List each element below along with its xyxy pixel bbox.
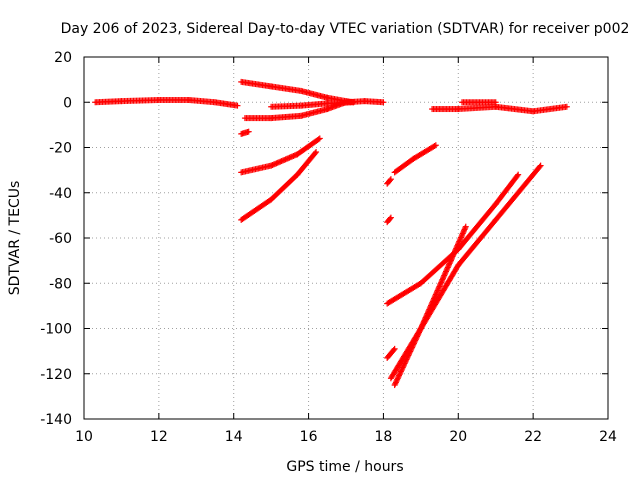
x-axis-label: GPS time / hours xyxy=(286,459,403,475)
x-tick-label: 22 xyxy=(524,429,542,445)
series-arc-16 xyxy=(429,103,570,115)
y-tick-label: -120 xyxy=(40,367,72,383)
y-tick-label: -20 xyxy=(49,141,72,157)
series-arc-7 xyxy=(238,135,323,176)
series-arc-4 xyxy=(268,99,357,110)
y-tick-label: -100 xyxy=(40,322,72,338)
data-series xyxy=(92,78,570,389)
series-arc-13 xyxy=(384,171,522,307)
series-arc-1 xyxy=(92,96,241,109)
series-arc-6 xyxy=(238,128,252,137)
axis-ticks: 10 12 14 16 18 20 22 24 20 0 -20 -40 -60 -80 -100 -120 -… xyxy=(40,50,617,445)
y-tick-label: 0 xyxy=(63,95,72,111)
y-tick-label: -60 xyxy=(49,231,72,247)
series-arc-15 xyxy=(391,223,469,389)
x-tick-label: 20 xyxy=(449,429,467,445)
series-arc-17 xyxy=(459,99,499,106)
y-tick-label: 20 xyxy=(54,50,72,66)
x-tick-label: 14 xyxy=(225,429,243,445)
y-axis-label: SDTVAR / TECUs xyxy=(7,181,23,296)
x-tick-label: 12 xyxy=(150,429,168,445)
series-arc-9 xyxy=(384,176,394,187)
y-tick-label: -40 xyxy=(49,186,72,202)
series-arc-12 xyxy=(384,345,398,361)
x-tick-label: 18 xyxy=(375,429,393,445)
y-tick-label: -80 xyxy=(49,276,72,292)
series-arc-5 xyxy=(343,98,387,106)
x-tick-label: 16 xyxy=(300,429,318,445)
x-tick-label: 10 xyxy=(75,429,93,445)
chart-title: Day 206 of 2023, Sidereal Day-to-day VTE… xyxy=(61,21,630,37)
x-tick-label: 24 xyxy=(599,429,617,445)
series-arc-11 xyxy=(391,142,439,176)
y-tick-label: -140 xyxy=(40,412,72,428)
series-arc-8 xyxy=(238,149,320,223)
series-arc-10 xyxy=(384,214,394,226)
series-arc-2 xyxy=(238,78,357,106)
series-arc-3 xyxy=(241,99,349,122)
